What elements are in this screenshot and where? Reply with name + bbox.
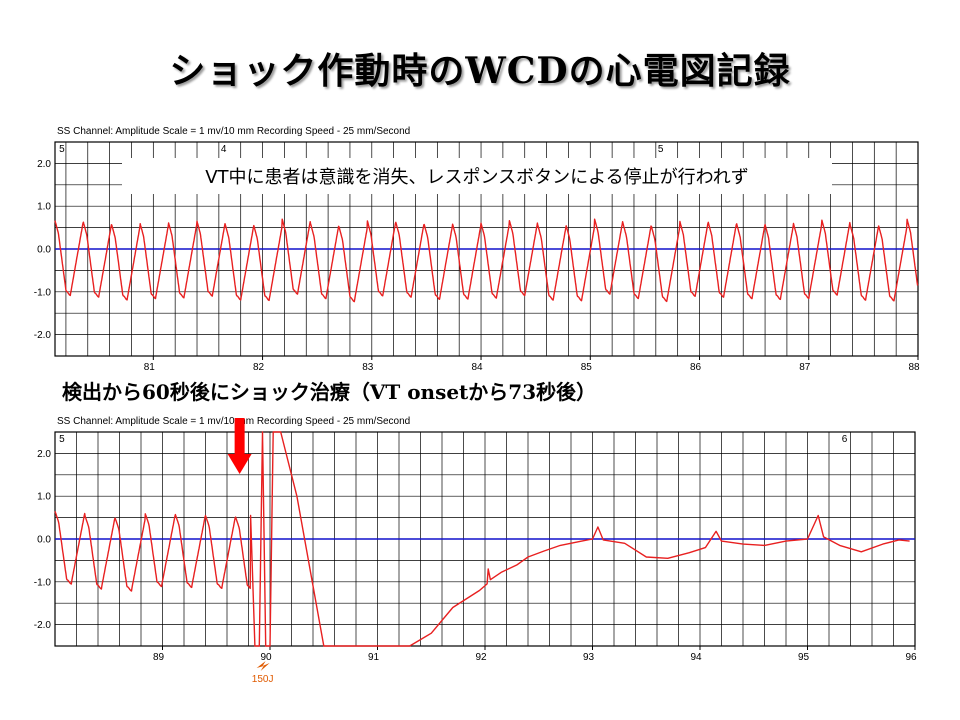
y-tick-label: 1.0: [37, 202, 51, 213]
annotation-text: VT中に患者は意識を消失、レスポンスボタンによる停止が行われず: [205, 167, 749, 188]
x-tick-label: 89: [153, 652, 165, 663]
event-marker: 6: [842, 434, 848, 445]
x-tick-label: 88: [908, 362, 920, 373]
x-tick-label: 86: [690, 362, 702, 373]
y-tick-label: 1.0: [37, 492, 51, 503]
lightning-icon: [256, 661, 270, 671]
chart-header: SS Channel: Amplitude Scale = 1 mv/10 mm…: [57, 126, 410, 137]
y-tick-label: -1.0: [34, 577, 52, 588]
x-tick-label: 85: [581, 362, 593, 373]
ecg-trace: [54, 218, 919, 303]
event-marker: 5: [59, 144, 65, 155]
x-tick-label: 87: [799, 362, 811, 373]
y-tick-label: -2.0: [34, 330, 52, 341]
x-tick-label: 83: [362, 362, 374, 373]
shock-arrow-shaft: [234, 418, 245, 456]
y-tick-label: 0.0: [37, 535, 51, 546]
y-tick-label: -1.0: [34, 287, 52, 298]
x-tick-label: 94: [690, 652, 702, 663]
slide-title: ショック作動時のWCDの心電図記録: [169, 50, 791, 92]
chart-header: SS Channel: Amplitude Scale = 1 mv/10 mm…: [57, 416, 410, 427]
shock-arrow-head: [227, 454, 252, 474]
annotation-box: [122, 158, 832, 194]
x-tick-label: 95: [798, 652, 810, 663]
event-marker: 5: [59, 434, 65, 445]
x-tick-label: 91: [368, 652, 380, 663]
x-tick-label: 82: [253, 362, 265, 373]
x-tick-label: 96: [905, 652, 917, 663]
shock-energy-label: 150J: [252, 674, 274, 685]
x-tick-label: 84: [471, 362, 483, 373]
x-tick-label: 81: [144, 362, 156, 373]
shock-caption: 検出から60秒後にショック治療（VT onsetから73秒後）: [62, 380, 597, 404]
x-tick-label: 90: [260, 652, 272, 663]
y-tick-label: 2.0: [37, 159, 51, 170]
event-marker: 5: [658, 144, 664, 155]
y-tick-label: 0.0: [37, 245, 51, 256]
x-tick-label: 92: [475, 652, 487, 663]
y-tick-label: -2.0: [34, 620, 52, 631]
ecg-trace: [54, 431, 910, 647]
event-marker: 4: [221, 144, 227, 155]
x-tick-label: 93: [583, 652, 595, 663]
y-tick-label: 2.0: [37, 449, 51, 460]
